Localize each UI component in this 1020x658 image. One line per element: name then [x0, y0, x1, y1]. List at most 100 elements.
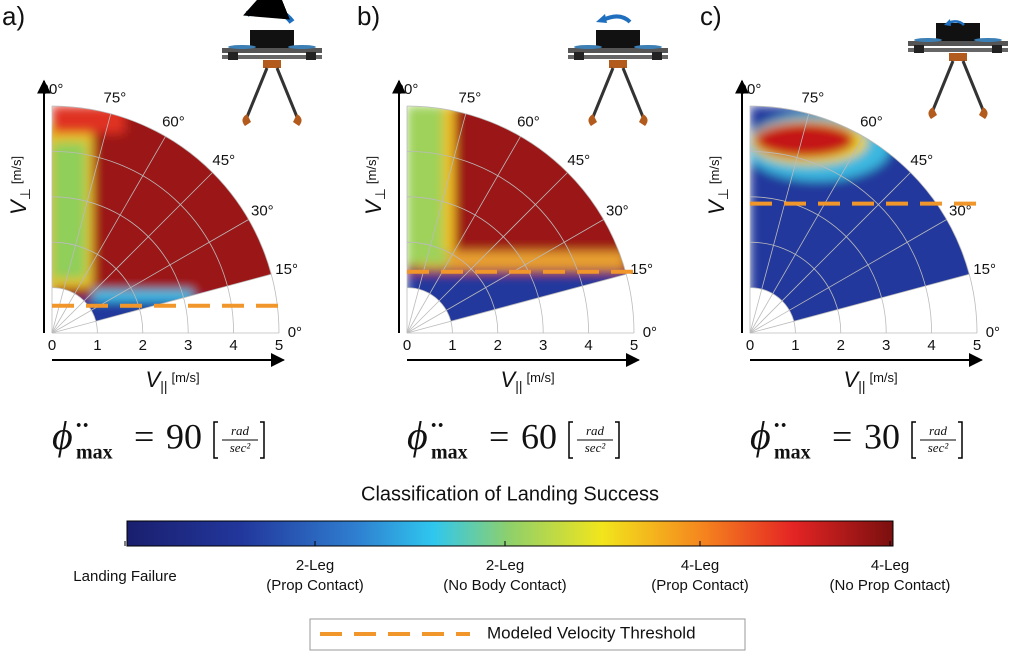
x-tick-label: 1: [93, 337, 101, 354]
formula-sub: max: [431, 442, 468, 464]
formula-equals: =: [832, 416, 852, 456]
angle-label: 60°: [860, 114, 883, 131]
heat-blur: [52, 106, 272, 322]
x-tick-label: 3: [882, 337, 890, 354]
heatmap: [52, 106, 272, 322]
colorbar-label: 2-Leg: [486, 557, 524, 574]
angle-label: 30°: [949, 203, 972, 220]
x-axis-label: V|| [m/s]: [146, 367, 200, 394]
unit-den: sec²: [928, 440, 950, 455]
colorbar-label: (Prop Contact): [266, 577, 364, 594]
formula-value: 30: [864, 416, 900, 456]
grid-spoke: [749, 113, 810, 334]
x-unit: [m/s]: [526, 370, 554, 385]
x-sub: ||: [515, 378, 522, 394]
x-tick-label: 0: [746, 337, 754, 354]
heat: [52, 106, 125, 134]
y-symbol: V: [704, 198, 729, 215]
x-symbol: V: [844, 367, 861, 392]
heat: [92, 289, 193, 302]
colorbar-label: Landing Failure: [73, 568, 176, 585]
y-sub: ⊥: [372, 188, 388, 200]
unit-den: sec²: [230, 440, 252, 455]
x-sub: ||: [160, 378, 167, 394]
grid-spoke: [749, 172, 911, 334]
angle-label: 75°: [104, 89, 127, 106]
bracket: [568, 421, 620, 459]
x-tick-label: 2: [139, 337, 147, 354]
y-unit: [m/s]: [364, 156, 379, 184]
y-unit: [m/s]: [9, 156, 24, 184]
x-tick-label: 2: [837, 337, 845, 354]
bracket: [911, 421, 963, 459]
angle-label: 45°: [212, 152, 235, 169]
grid-spoke: [406, 136, 521, 334]
formula-value: 60: [521, 416, 557, 456]
grid-spoke: [406, 273, 627, 334]
y-axis-label: V⊥ [m/s]: [704, 156, 731, 215]
formula-value: 90: [166, 416, 202, 456]
grid-spoke: [51, 113, 112, 334]
colorbar-label: (No Body Contact): [443, 577, 566, 594]
colorbar-label: 2-Leg: [296, 557, 334, 574]
formula-equals: =: [489, 416, 509, 456]
unit-den: sec²: [585, 440, 607, 455]
colorbar-label: (Prop Contact): [651, 577, 749, 594]
angle-label: 0°: [986, 324, 1000, 341]
angle-label: 0°: [643, 324, 657, 341]
x-tick-label: 3: [539, 337, 547, 354]
x-axis-label: V|| [m/s]: [501, 367, 555, 394]
legend-box: [309, 618, 746, 651]
x-symbol: V: [501, 367, 518, 392]
angle-label: 45°: [910, 152, 933, 169]
angle-label: 15°: [275, 261, 298, 278]
heat: [52, 142, 87, 279]
formula-sub: max: [774, 442, 811, 464]
y-symbol: V: [361, 198, 386, 215]
grid-spoke: [406, 172, 568, 334]
grid-spoke: [749, 136, 864, 334]
grid-spoke: [51, 172, 213, 334]
angle-label: 0°: [288, 324, 302, 341]
angle-label: 60°: [162, 114, 185, 131]
colorbar: [126, 520, 894, 547]
legend-label: Modeled Velocity Threshold: [487, 623, 696, 642]
angle-label: 30°: [251, 203, 274, 220]
heat: [416, 251, 625, 270]
grid-spoke: [51, 136, 166, 334]
y-axis-label: V⊥ [m/s]: [361, 156, 388, 215]
panel-label: a): [2, 1, 25, 31]
y-sub: ⊥: [715, 188, 731, 200]
x-sub: ||: [858, 378, 865, 394]
angle-label: 15°: [973, 261, 996, 278]
x-tick-label: 0: [403, 337, 411, 354]
drone-c: [906, 19, 1010, 121]
unit-num: rad: [231, 423, 250, 438]
heat: [754, 122, 855, 158]
panel-label: c): [700, 1, 722, 31]
formula-sub: max: [76, 442, 113, 464]
x-unit: [m/s]: [869, 370, 897, 385]
x-tick-label: 5: [973, 337, 981, 354]
y-axis-label: V⊥ [m/s]: [6, 156, 33, 215]
x-tick-label: 5: [630, 337, 638, 354]
grid-spoke: [749, 219, 947, 334]
angle-label: 75°: [802, 89, 825, 106]
colorbar-title: Classification of Landing Success: [361, 483, 659, 505]
angle-label: 15°: [630, 261, 653, 278]
grid-spoke: [51, 219, 249, 334]
x-symbol: V: [146, 367, 163, 392]
x-axis-label: V|| [m/s]: [844, 367, 898, 394]
drone-b: [566, 14, 670, 128]
colorbar-label: 4-Leg: [681, 557, 719, 574]
y-symbol: V: [6, 198, 31, 215]
angle-label: 45°: [567, 152, 590, 169]
angle-label: 30°: [606, 203, 629, 220]
y-unit: [m/s]: [707, 156, 722, 184]
unit-num: rad: [929, 423, 948, 438]
bracket: [213, 421, 265, 459]
x-tick-label: 0: [48, 337, 56, 354]
grid-spoke: [406, 219, 604, 334]
colorbar-label: (No Prop Contact): [830, 577, 951, 594]
